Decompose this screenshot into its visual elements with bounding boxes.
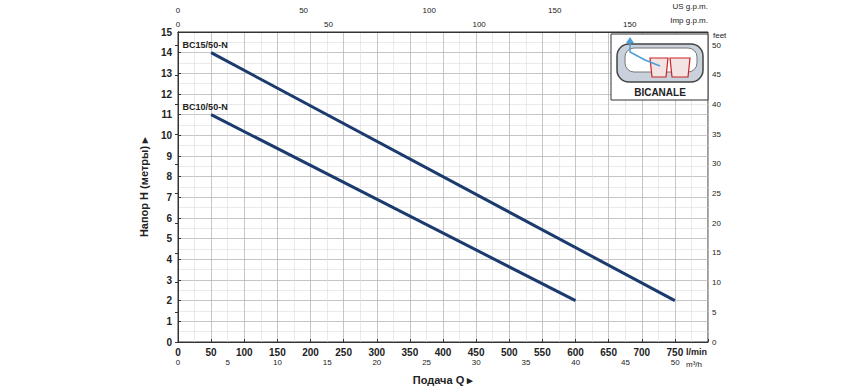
svg-text:0: 0 <box>176 358 181 367</box>
svg-text:Imp g.p.m.: Imp g.p.m. <box>670 16 708 25</box>
svg-text:5: 5 <box>225 358 230 367</box>
svg-text:40: 40 <box>571 358 580 367</box>
svg-text:100: 100 <box>236 347 253 358</box>
svg-text:10: 10 <box>712 278 721 287</box>
svg-text:40: 40 <box>712 100 721 109</box>
svg-text:0: 0 <box>176 6 181 15</box>
svg-text:30: 30 <box>472 358 481 367</box>
svg-text:9: 9 <box>166 151 172 162</box>
svg-text:12: 12 <box>161 89 173 100</box>
svg-text:14: 14 <box>161 47 173 58</box>
svg-text:0: 0 <box>176 20 181 29</box>
svg-text:300: 300 <box>368 347 385 358</box>
svg-text:l/min: l/min <box>686 347 707 357</box>
svg-text:15: 15 <box>323 358 332 367</box>
svg-text:13: 13 <box>161 68 173 79</box>
svg-text:US g.p.m.: US g.p.m. <box>672 2 708 11</box>
svg-text:550: 550 <box>534 347 551 358</box>
svg-text:5: 5 <box>712 308 717 317</box>
svg-text:35: 35 <box>712 130 721 139</box>
svg-text:400: 400 <box>435 347 452 358</box>
svg-text:10: 10 <box>161 130 173 141</box>
svg-text:500: 500 <box>501 347 518 358</box>
svg-text:feet: feet <box>713 31 727 40</box>
svg-text:0: 0 <box>175 347 181 358</box>
svg-text:20: 20 <box>372 358 381 367</box>
svg-text:30: 30 <box>712 159 721 168</box>
svg-text:0: 0 <box>712 338 717 347</box>
svg-text:50: 50 <box>671 358 680 367</box>
svg-text:50: 50 <box>324 20 333 29</box>
svg-text:700: 700 <box>633 347 650 358</box>
svg-text:BC15/50-N: BC15/50-N <box>183 40 228 50</box>
svg-text:10: 10 <box>273 358 282 367</box>
svg-text:0: 0 <box>166 337 172 348</box>
svg-text:35: 35 <box>522 358 531 367</box>
svg-text:Напор H (метры) ▸: Напор H (метры) ▸ <box>138 137 150 237</box>
svg-text:50: 50 <box>206 347 218 358</box>
svg-text:25: 25 <box>712 189 721 198</box>
svg-text:4: 4 <box>166 254 172 265</box>
svg-text:25: 25 <box>422 358 431 367</box>
svg-text:350: 350 <box>402 347 419 358</box>
svg-text:600: 600 <box>567 347 584 358</box>
svg-text:100: 100 <box>472 20 486 29</box>
svg-text:8: 8 <box>166 171 172 182</box>
svg-text:1: 1 <box>166 316 172 327</box>
svg-text:650: 650 <box>600 347 617 358</box>
svg-text:15: 15 <box>161 27 173 38</box>
svg-text:Подача Q ▸: Подача Q ▸ <box>413 374 473 386</box>
svg-text:45: 45 <box>712 70 721 79</box>
svg-text:6: 6 <box>166 213 172 224</box>
svg-text:5: 5 <box>166 233 172 244</box>
svg-text:250: 250 <box>335 347 352 358</box>
svg-text:45: 45 <box>621 358 630 367</box>
svg-text:50: 50 <box>712 41 721 50</box>
svg-text:150: 150 <box>269 347 286 358</box>
svg-text:20: 20 <box>712 219 721 228</box>
svg-text:750: 750 <box>667 347 684 358</box>
svg-text:m³/h: m³/h <box>686 360 702 369</box>
svg-text:11: 11 <box>161 109 172 120</box>
svg-text:150: 150 <box>623 20 637 29</box>
svg-text:50: 50 <box>299 6 308 15</box>
svg-text:150: 150 <box>548 6 562 15</box>
svg-text:2: 2 <box>166 295 172 306</box>
svg-text:15: 15 <box>712 248 721 257</box>
svg-text:7: 7 <box>166 192 172 203</box>
svg-text:BC10/50-N: BC10/50-N <box>183 102 228 112</box>
svg-text:100: 100 <box>423 6 437 15</box>
svg-text:3: 3 <box>166 275 172 286</box>
svg-text:450: 450 <box>468 347 485 358</box>
svg-text:200: 200 <box>302 347 319 358</box>
svg-text:BICANALE: BICANALE <box>634 87 686 98</box>
